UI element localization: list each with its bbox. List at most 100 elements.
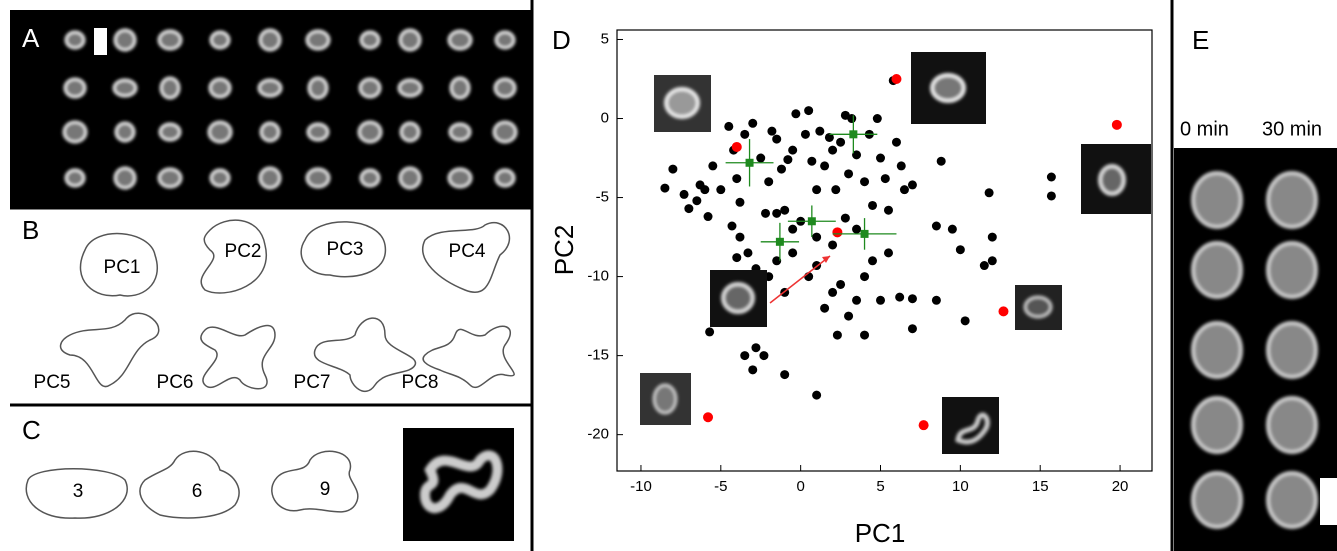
point (931, 221, 941, 231)
cell-blob (398, 28, 422, 52)
cell-blob (113, 166, 137, 190)
cell-blob (1191, 171, 1243, 229)
cell-blob (259, 121, 281, 143)
cell-blob (357, 120, 383, 144)
point (679, 189, 689, 199)
point (832, 330, 842, 340)
x-tick-label: 15 (1032, 478, 1049, 495)
point (807, 217, 816, 226)
cell-blob (494, 30, 516, 50)
point (828, 287, 838, 297)
plot-frame (616, 29, 1153, 472)
point (788, 224, 798, 234)
cell-blob (652, 383, 678, 415)
panel-label: C (22, 415, 41, 445)
cell-blob (448, 122, 472, 142)
point (852, 150, 862, 160)
point (780, 205, 790, 215)
cell-blob (158, 122, 182, 142)
y-tick-label: 0 (601, 109, 609, 126)
point (740, 351, 750, 361)
point (955, 245, 965, 255)
cell-blob (208, 77, 232, 99)
cell-blob (493, 77, 517, 99)
cell-blob (159, 76, 181, 100)
point (812, 185, 822, 195)
y-tick-label: -15 (587, 347, 609, 364)
cell-blob (399, 121, 421, 143)
point (936, 156, 946, 166)
panel-label: B (22, 215, 39, 245)
point (767, 126, 777, 136)
cell-blob (307, 76, 329, 100)
cell-blob (1023, 295, 1053, 319)
cell-blob (664, 87, 700, 119)
point (692, 196, 702, 206)
cell-blob (1266, 241, 1318, 299)
point (987, 256, 997, 266)
point (740, 129, 750, 139)
shape-label: PC7 (294, 372, 331, 393)
point (764, 177, 774, 187)
cell-blob (359, 30, 381, 50)
point (684, 204, 694, 214)
point (772, 134, 782, 144)
cell-blob (1191, 396, 1243, 454)
point (705, 327, 715, 337)
point (852, 224, 862, 234)
cell-blob (114, 121, 136, 143)
outline (313, 317, 416, 392)
point (836, 279, 846, 289)
cell-blob (305, 29, 331, 51)
point (831, 185, 841, 195)
point (860, 177, 870, 187)
point (735, 232, 745, 242)
point (772, 208, 782, 218)
time-label: 0 min (1180, 118, 1229, 140)
cell-blob (113, 28, 137, 52)
outline (25, 468, 128, 519)
panel-label: A (22, 23, 40, 53)
point (703, 212, 713, 222)
cell-blob (1266, 471, 1318, 529)
point (748, 118, 758, 128)
point (776, 164, 786, 174)
cell-blob (64, 30, 86, 50)
cell-blob (1266, 396, 1318, 454)
point (812, 390, 822, 400)
point (1046, 191, 1056, 201)
cell-blob (447, 167, 473, 189)
point (891, 137, 901, 147)
point (780, 370, 790, 380)
point (860, 272, 870, 282)
cell-blob (447, 29, 473, 51)
outline (300, 221, 386, 278)
inset-image (942, 397, 999, 454)
point (960, 316, 970, 326)
point (860, 229, 869, 238)
point (759, 351, 769, 361)
point (660, 183, 670, 193)
point (716, 185, 726, 195)
point (820, 303, 830, 313)
shape-label: PC4 (449, 241, 486, 262)
plot: -10 -5 0 5 10 15 20 5 0 -5 -10 -15 -20 (587, 29, 1153, 495)
x-axis-label: PC1 (855, 518, 906, 548)
arrow (769, 255, 831, 304)
point (844, 311, 854, 321)
point (772, 256, 782, 266)
point (868, 200, 878, 210)
point (748, 365, 758, 375)
cell-blob (358, 77, 382, 99)
cell-blob (258, 166, 282, 190)
cell-blob (64, 168, 86, 188)
point (883, 248, 893, 258)
cell-blob (207, 120, 233, 144)
point (783, 155, 793, 165)
scale-bar (1320, 478, 1337, 525)
cell-blob (63, 77, 87, 99)
point (1046, 172, 1056, 182)
arrowhead (822, 256, 830, 263)
x-tick-label: -5 (714, 478, 727, 495)
cell-blob (721, 282, 755, 314)
